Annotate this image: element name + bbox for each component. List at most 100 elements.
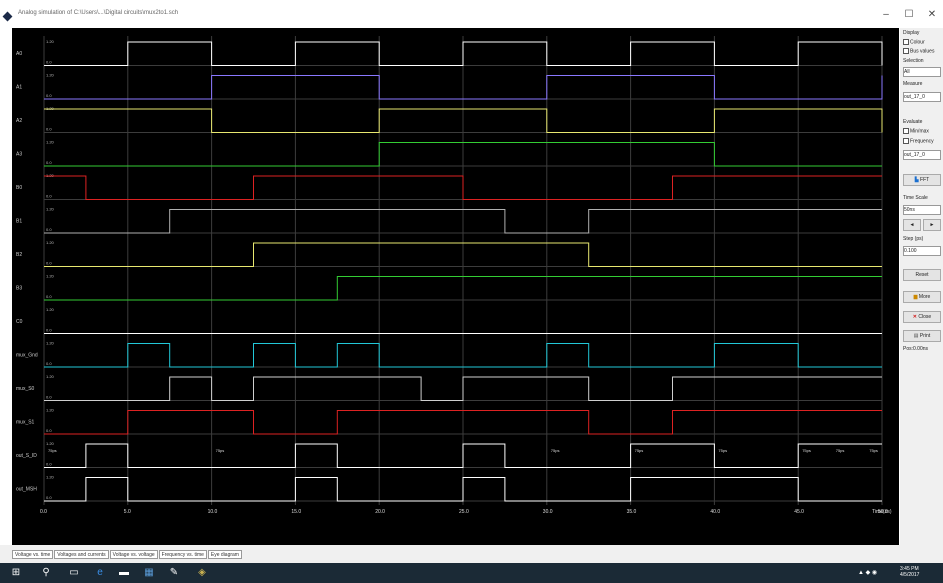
signal-label: A2 xyxy=(16,118,22,124)
time-tick-label: 25.0 xyxy=(459,509,469,515)
signal-waveform[interactable] xyxy=(44,477,882,502)
system-tray-icons[interactable]: ▲ ◆ ◉ xyxy=(858,570,878,576)
active-app-icon[interactable]: ◈ xyxy=(198,567,206,578)
signal-waveform[interactable] xyxy=(44,343,882,368)
signal-waveform[interactable] xyxy=(44,376,882,401)
min-max-label: Min/max xyxy=(910,128,929,135)
tab-eye-diagram[interactable]: Eye diagram xyxy=(207,550,242,559)
bus-values-checkbox[interactable]: Bus values xyxy=(903,48,934,54)
reset-button[interactable]: Reset xyxy=(903,269,941,281)
signal-waveform[interactable] xyxy=(44,410,882,435)
task-view-icon[interactable]: ▭ xyxy=(69,567,79,578)
scroll-left-button[interactable]: ◄ xyxy=(903,219,921,231)
high-level-label: 1.20 xyxy=(46,374,55,379)
store-icon[interactable]: ▦ xyxy=(144,567,154,578)
low-level-label: 0.0 xyxy=(46,328,52,333)
signal-waveform[interactable] xyxy=(44,209,882,234)
high-level-label: 1.20 xyxy=(46,207,55,212)
colour-checkbox[interactable]: Colour xyxy=(903,39,925,45)
signal-label: out_S_ID xyxy=(16,453,37,459)
high-level-label: 1.20 xyxy=(46,240,55,245)
windows-start-icon[interactable]: ⊞ xyxy=(11,567,21,578)
status-text: Pos:0.00ns xyxy=(903,346,929,352)
signal-waveform[interactable] xyxy=(44,242,882,267)
delay-label: 75ps xyxy=(718,448,727,453)
delay-label: 75ps xyxy=(869,448,878,453)
high-level-label: 1.20 xyxy=(46,441,55,446)
time-tick-label: 0.0 xyxy=(40,509,47,515)
waveform-plot[interactable]: A0 1.20 0.0 A1 1.20 0.0 A2 1.20 0.0 A3 1.20 0.0 B0 1.… xyxy=(12,28,899,545)
delay-label: 75ps xyxy=(836,448,845,453)
tab-voltages-currents[interactable]: Voltages and currents xyxy=(54,550,109,559)
delay-label: 75ps xyxy=(802,448,811,453)
evaluate-header: Evaluate xyxy=(903,119,923,125)
high-level-label: 1.20 xyxy=(46,408,55,413)
low-level-label: 0.0 xyxy=(46,194,52,199)
time-tick-label: 35.0 xyxy=(627,509,637,515)
os-taskbar: ⊞ ⚲ ▭ e ▬ ▦ ✎ ◈ ▲ ◆ ◉ 3:45 PM 4/5/2017 xyxy=(0,563,943,583)
file-explorer-icon[interactable]: ▬ xyxy=(119,567,129,578)
low-level-label: 0.0 xyxy=(46,428,52,433)
low-level-label: 0.0 xyxy=(46,160,52,165)
more-button[interactable]: ▆ More xyxy=(903,291,941,303)
minimize-button[interactable]: – xyxy=(883,9,889,20)
close-window-button[interactable]: ✕ xyxy=(927,9,937,20)
bus-values-label: Bus values xyxy=(910,48,935,55)
waveform-panel[interactable]: A0 1.20 0.0 A1 1.20 0.0 A2 1.20 0.0 A3 1.20 0.0 B0 1.… xyxy=(12,28,899,545)
low-level-label: 0.0 xyxy=(46,361,52,366)
checkbox-icon xyxy=(903,48,909,54)
fft-label: FFT xyxy=(920,177,930,183)
signal-label: mux_S0 xyxy=(16,386,35,392)
print-button[interactable]: ▤ Print xyxy=(903,330,941,342)
low-level-label: 0.0 xyxy=(46,261,52,266)
close-button[interactable]: ✕ Close xyxy=(903,311,941,323)
evaluate-field[interactable]: out_17_0 xyxy=(903,150,941,160)
search-icon[interactable]: ⚲ xyxy=(42,567,50,578)
signal-waveform[interactable] xyxy=(44,41,883,66)
tab-voltage-time[interactable]: Voltage vs. time xyxy=(12,550,54,559)
step-field[interactable]: 0.100 xyxy=(903,246,941,256)
delay-label: 75ps xyxy=(48,448,57,453)
time-tick-label: 40.0 xyxy=(710,509,720,515)
signal-waveform[interactable] xyxy=(44,142,882,167)
low-level-label: 0.0 xyxy=(46,60,52,65)
measure-field[interactable]: out_17_0 xyxy=(903,92,941,102)
signal-label: A0 xyxy=(16,51,22,57)
delay-label: 75ps xyxy=(216,448,225,453)
low-level-label: 0.0 xyxy=(46,93,52,98)
tab-voltage-voltage[interactable]: Voltage vs. voltage xyxy=(109,550,158,559)
time-tick-label: 20.0 xyxy=(375,509,385,515)
clock-date: 4/5/2017 xyxy=(900,572,920,578)
time-scale-field[interactable]: 50ns xyxy=(903,205,941,215)
pinned-app-icon[interactable]: ✎ xyxy=(169,567,179,578)
tab-frequency-time[interactable]: Frequency vs. time xyxy=(158,550,207,559)
display-header: Display xyxy=(903,30,920,36)
signal-waveform[interactable] xyxy=(44,108,883,133)
radio-icon xyxy=(903,138,909,144)
signal-label: B0 xyxy=(16,185,22,191)
view-tabstrip: Voltage vs. time Voltages and currents V… xyxy=(0,545,943,563)
signal-waveform[interactable] xyxy=(44,175,882,200)
signal-waveform[interactable] xyxy=(44,75,883,100)
signal-label: A3 xyxy=(16,151,22,157)
selection-field[interactable]: All xyxy=(903,67,941,77)
delay-label: 75ps xyxy=(551,448,560,453)
close-label: Close xyxy=(918,314,932,320)
edge-browser-icon[interactable]: e xyxy=(97,567,103,578)
high-level-label: 1.20 xyxy=(46,475,55,480)
chart-icon: ▆ xyxy=(913,294,918,300)
signal-waveform[interactable] xyxy=(44,443,882,468)
high-level-label: 1.20 xyxy=(46,73,55,78)
high-level-label: 1.20 xyxy=(46,274,55,279)
fft-button[interactable]: ▙ FFT xyxy=(903,174,941,186)
step-header: Step (ps) xyxy=(903,236,924,242)
frequency-radio[interactable]: Frequency xyxy=(903,138,934,144)
delay-label: 75ps xyxy=(635,448,644,453)
scroll-right-button[interactable]: ► xyxy=(923,219,941,231)
signal-waveform[interactable] xyxy=(44,276,882,301)
print-label: Print xyxy=(919,333,931,339)
low-level-label: 0.0 xyxy=(46,294,52,299)
maximize-button[interactable]: ☐ xyxy=(904,9,914,20)
min-max-radio[interactable]: Min/max xyxy=(903,128,929,134)
low-level-label: 0.0 xyxy=(46,395,52,400)
